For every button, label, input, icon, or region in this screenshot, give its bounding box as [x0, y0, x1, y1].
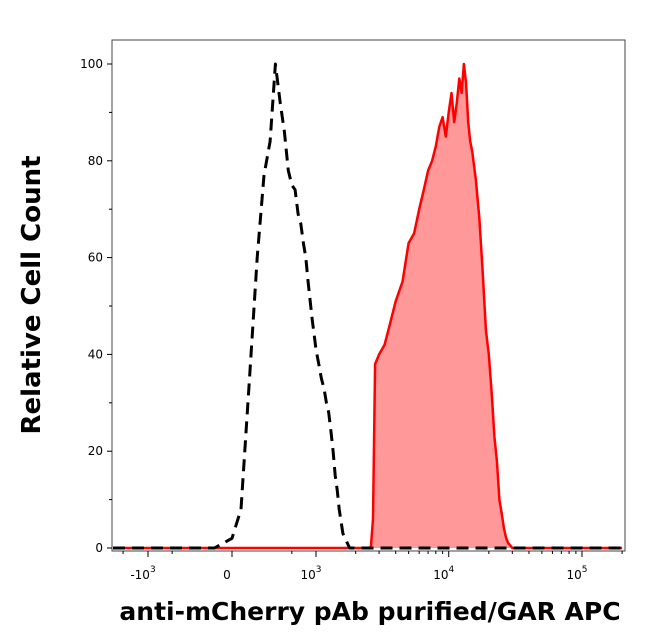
y-tick-label: 80	[88, 154, 103, 168]
series-line-dashed	[113, 62, 623, 550]
x-tick-label: -103	[130, 565, 155, 582]
plot-frame	[111, 39, 626, 552]
series-line-filled	[113, 62, 623, 550]
x-axis-title: anti-mCherry pAb purified/GAR APC	[119, 597, 620, 626]
series-layer	[113, 62, 623, 550]
y-tick-label: 20	[88, 444, 103, 458]
axis-layer: 0 20 40 60 80 100 -103 0 103 104 105	[80, 57, 623, 582]
y-tick-label: 60	[88, 251, 103, 265]
y-axis-title: Relative Cell Count	[17, 155, 47, 434]
x-tick-label: 103	[300, 565, 321, 582]
y-tick-label: 0	[95, 541, 103, 555]
y-tick-label: 40	[88, 347, 103, 361]
x-tick-label: 105	[566, 565, 587, 582]
x-tick-label: 104	[433, 565, 454, 582]
y-tick-label: 100	[80, 57, 103, 71]
series-area-fill	[113, 64, 623, 548]
x-tick-label: 0	[223, 568, 231, 582]
